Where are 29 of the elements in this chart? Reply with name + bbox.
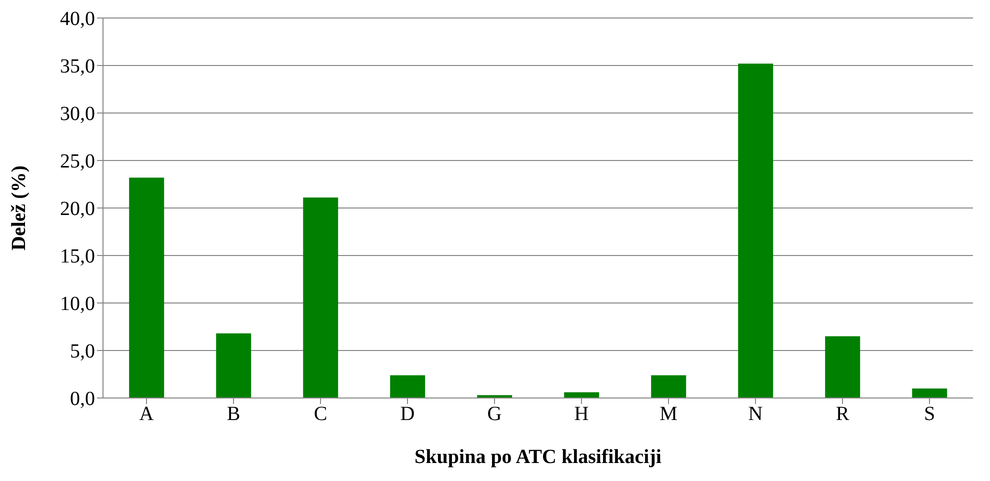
bar <box>912 388 948 398</box>
bar <box>216 333 252 398</box>
y-tick-label: 20,0 <box>60 198 95 220</box>
y-tick-label: 30,0 <box>60 103 95 126</box>
y-tick-label: 0,0 <box>70 388 95 410</box>
x-tick-label: N <box>748 403 763 426</box>
bar <box>303 198 338 398</box>
y-tick-label: 15,0 <box>60 246 95 268</box>
bar <box>390 375 426 398</box>
x-tick-label: S <box>924 403 936 426</box>
x-tick-label: B <box>226 403 240 426</box>
bar <box>651 375 686 398</box>
bar <box>825 336 860 398</box>
x-tick-label: D <box>400 403 415 426</box>
y-tick-label: 25,0 <box>60 150 95 173</box>
x-tick-label: G <box>487 403 502 426</box>
x-tick-label: H <box>574 403 589 426</box>
y-axis-title: Delež (%) <box>8 166 30 250</box>
x-tick-label: M <box>660 403 678 426</box>
x-tick-label: C <box>314 403 328 426</box>
bar <box>129 178 164 398</box>
y-tick-label: 35,0 <box>60 56 95 78</box>
x-tick-label: R <box>836 403 850 426</box>
y-tick-label: 40,0 <box>60 8 95 30</box>
bar <box>738 64 774 398</box>
x-tick-label: A <box>139 403 154 426</box>
y-tick-label: 10,0 <box>60 293 95 316</box>
y-tick-label: 5,0 <box>70 340 95 363</box>
x-axis-title: Skupina po ATC klasifikaciji <box>414 446 662 468</box>
